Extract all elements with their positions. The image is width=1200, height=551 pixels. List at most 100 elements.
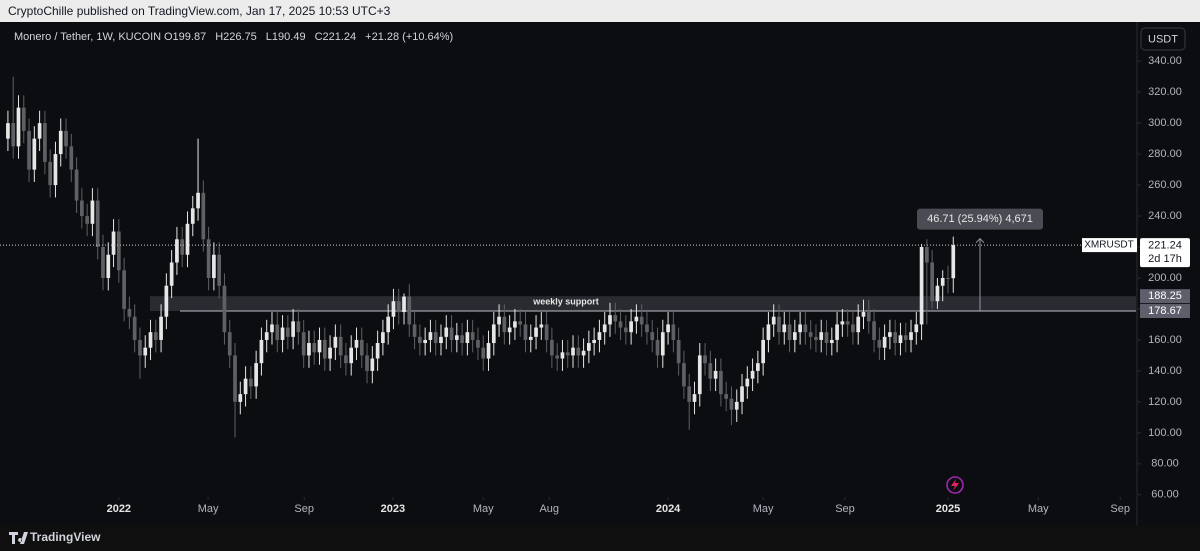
- candle-body: [428, 332, 433, 340]
- candle-body: [470, 332, 475, 340]
- candle-body: [16, 107, 21, 147]
- candle-body: [206, 239, 211, 278]
- candle-body: [660, 332, 665, 356]
- candle-body: [676, 339, 681, 364]
- candle-body: [333, 336, 338, 348]
- candle-body: [565, 352, 570, 356]
- candle-body: [338, 336, 343, 356]
- measure-box: [917, 208, 1043, 230]
- candle-body: [792, 332, 797, 340]
- candle-body: [476, 339, 480, 348]
- currency-label[interactable]: USDT: [1148, 33, 1178, 45]
- candle-body: [143, 347, 148, 356]
- candle-body: [534, 327, 538, 337]
- candle-body: [101, 247, 105, 278]
- candle-body: [829, 339, 834, 344]
- candle-body: [840, 321, 845, 325]
- candle-body: [719, 370, 723, 395]
- candle-body: [550, 339, 554, 356]
- y-tick-label: 280.00: [1148, 148, 1182, 160]
- zone-tag-label: 178.67: [1148, 305, 1182, 317]
- brand-logo: [9, 532, 28, 544]
- candle-body: [761, 339, 765, 364]
- y-tick-label: 160.00: [1148, 334, 1182, 346]
- y-tick-label: 240.00: [1148, 210, 1182, 222]
- candle-body: [370, 358, 375, 371]
- event-icon[interactable]: [946, 476, 964, 494]
- candle-body: [481, 347, 486, 359]
- candle-body: [21, 107, 26, 131]
- candle-body: [507, 327, 512, 333]
- candle-body: [576, 347, 581, 356]
- candle-body: [285, 327, 290, 337]
- candle-body: [555, 355, 560, 359]
- candle-body: [882, 336, 887, 348]
- candle-body: [196, 192, 200, 209]
- candle-body: [734, 401, 739, 410]
- y-tick-label: 300.00: [1148, 117, 1182, 129]
- candle-body: [692, 394, 697, 402]
- candle-body: [201, 192, 206, 240]
- support-zone: [150, 296, 1136, 312]
- candle-body: [803, 324, 808, 333]
- candle-body: [713, 370, 718, 379]
- chart-area: [0, 22, 1200, 525]
- y-tick-label: 200.00: [1148, 272, 1182, 284]
- candle-body: [465, 332, 470, 344]
- candle-body: [328, 347, 332, 359]
- plot: weekly support 46.71 (25.94%) 4,671: [0, 76, 1136, 438]
- candle-body: [877, 339, 882, 348]
- y-tick-label: 60.00: [1151, 489, 1179, 501]
- candle-body: [893, 332, 898, 344]
- candle-body: [291, 321, 295, 337]
- ohlc-legend: O199.87 H226.75 L190.49 C221.24 +21.28 (+10.…: [164, 31, 453, 43]
- ohlc-value: +21.28 (+10.64%): [365, 31, 453, 43]
- candle-body: [655, 339, 660, 356]
- candle-body: [766, 324, 771, 340]
- candle-body: [808, 332, 813, 337]
- candle-body: [185, 223, 190, 255]
- candle-body: [560, 352, 565, 359]
- candle-body: [497, 316, 501, 325]
- candle-body: [645, 324, 649, 333]
- candle-body: [375, 343, 380, 359]
- candle-body: [724, 394, 729, 399]
- zone-tag: [1140, 289, 1190, 304]
- candle-body: [798, 324, 802, 333]
- candle-body: [122, 270, 126, 309]
- candle-body: [307, 343, 311, 356]
- candle-body: [650, 332, 655, 340]
- candle-body: [238, 394, 243, 402]
- price-tag-label: 221.24: [1148, 240, 1182, 252]
- candle-body: [43, 123, 47, 162]
- candle-body: [919, 247, 924, 325]
- currency-button[interactable]: [1140, 27, 1186, 51]
- candle-body: [513, 321, 517, 328]
- candle-body: [11, 123, 16, 147]
- x-tick-label: 2023: [381, 503, 405, 515]
- x-tick-label: May: [1028, 503, 1049, 515]
- y-tick-label: 340.00: [1148, 55, 1182, 67]
- candle-body: [32, 138, 37, 170]
- candle-body: [90, 200, 95, 224]
- candle-body: [856, 316, 861, 333]
- candle-body: [418, 336, 422, 344]
- candle-body: [227, 332, 232, 356]
- candle-body: [249, 378, 253, 387]
- candle-body: [412, 324, 417, 337]
- candle-body: [581, 350, 586, 356]
- x-tick-label: May: [753, 503, 774, 515]
- candle-body: [951, 245, 956, 279]
- y-tick-label: 260.00: [1148, 179, 1182, 191]
- candle-body: [402, 296, 406, 313]
- candle-body: [629, 321, 633, 333]
- candle-body: [592, 339, 596, 344]
- candle-body: [116, 231, 121, 271]
- y-tick-label: 80.00: [1151, 458, 1179, 470]
- candle-body: [386, 316, 391, 333]
- symbol-tag-label: XMRUSDT: [1084, 240, 1133, 251]
- candle-body: [85, 216, 89, 224]
- candle-body: [671, 324, 676, 340]
- zone-tag: [1140, 304, 1190, 319]
- candle-body: [782, 324, 787, 333]
